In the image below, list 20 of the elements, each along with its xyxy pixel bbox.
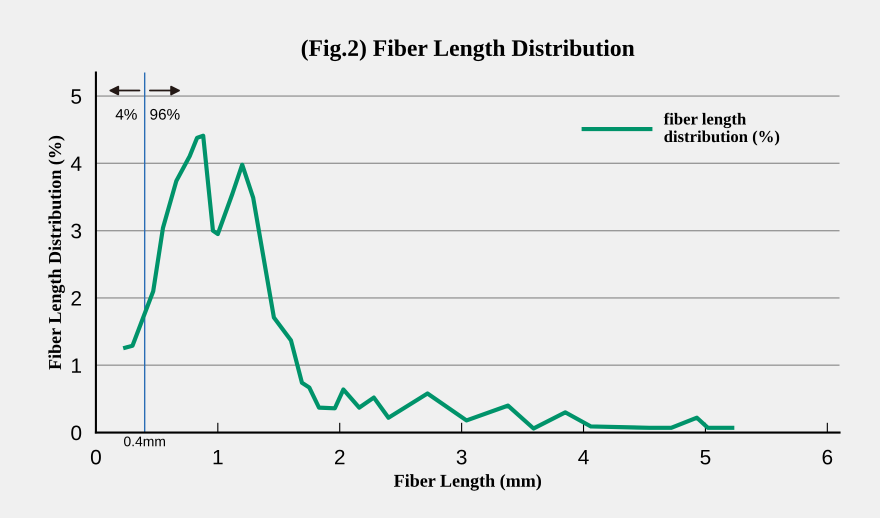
x-tick-label: 4 bbox=[578, 450, 589, 464]
x-tick-label: 3 bbox=[456, 450, 467, 464]
x-axis-title: Fiber Length (mm) bbox=[394, 474, 541, 491]
y-tick-label: 4 bbox=[70, 156, 82, 171]
y-tick-label: 2 bbox=[71, 290, 81, 306]
y-tick-label: 1 bbox=[72, 358, 82, 373]
y-tick-label: 5 bbox=[71, 89, 82, 104]
x-tick-label: 0 bbox=[90, 450, 101, 464]
annotation: 4% bbox=[116, 108, 137, 120]
x-tick-label: 2 bbox=[334, 450, 344, 464]
annotation: 96% bbox=[150, 108, 180, 120]
legend-label: fiber length distribution (%) bbox=[664, 112, 780, 146]
y-tick-label: 3 bbox=[71, 224, 82, 238]
ref-line-label: 0.4mm bbox=[124, 436, 165, 446]
y-axis-title: Fiber Length Distribution (%) bbox=[48, 136, 65, 370]
x-tick-label: 1 bbox=[214, 450, 223, 464]
x-tick-label: 6 bbox=[822, 450, 832, 464]
chart-title: (Fig.2) Fiber Length Distribution bbox=[302, 39, 634, 62]
y-tick-label: 0 bbox=[71, 426, 82, 440]
x-tick-label: 5 bbox=[700, 450, 710, 464]
